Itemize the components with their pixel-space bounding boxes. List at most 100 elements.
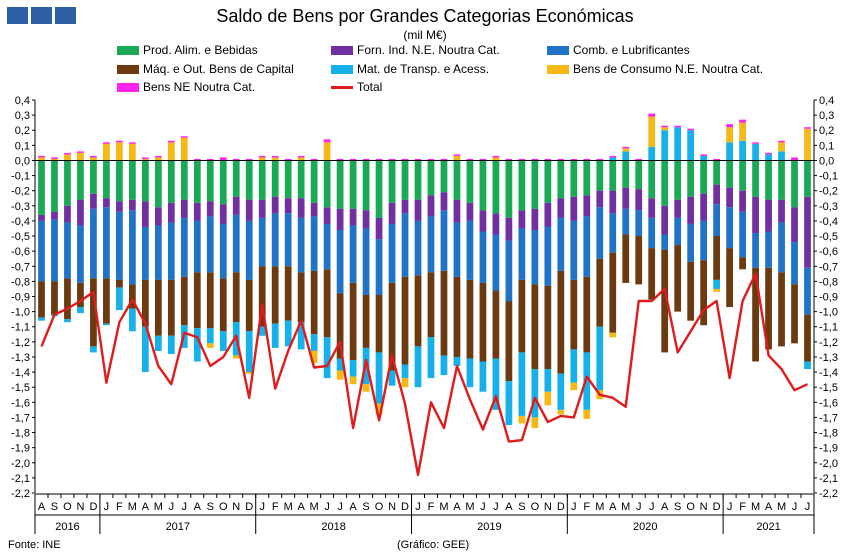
- y-tick-label-right: -0,4: [819, 216, 838, 228]
- bar-segment-3: [583, 276, 591, 353]
- bar-segment-6: [739, 119, 746, 123]
- bar-segment-4: [648, 146, 656, 161]
- legend-label: Mat. de Transp. e Acess.: [357, 62, 490, 76]
- y-tick-label-right: -1,5: [819, 382, 838, 394]
- bar-segment-4: [323, 337, 331, 379]
- x-tick-label: J: [104, 501, 110, 513]
- bar-segment-4: [206, 328, 214, 344]
- bar-segment-5: [180, 137, 188, 161]
- bar-segment-3: [232, 272, 240, 323]
- y-tick-label-right: -1,1: [819, 322, 838, 334]
- bar-segment-6: [64, 152, 71, 155]
- bar-segment-1: [128, 199, 136, 211]
- year-label: 2018: [321, 521, 345, 533]
- bar-segment-2: [271, 213, 279, 267]
- bar-segment-4: [622, 151, 630, 161]
- bar-segment-5: [544, 391, 552, 406]
- bar-segment-2: [336, 229, 344, 294]
- bar-segment-3: [297, 272, 305, 323]
- bar-segment-0: [103, 160, 110, 199]
- y-tick-label-right: -0,3: [819, 201, 838, 213]
- x-tick-label: O: [531, 501, 540, 513]
- x-tick-label: A: [194, 501, 202, 513]
- bar-segment-5: [739, 122, 746, 141]
- bar-segment-6: [38, 155, 45, 158]
- bar-segment-2: [674, 217, 682, 246]
- bar-segment-1: [103, 198, 110, 208]
- bar-segment-2: [51, 219, 58, 282]
- y-tick-label-left: -1,6: [11, 397, 30, 409]
- bar-segment-5: [64, 154, 71, 161]
- x-tick-label: S: [207, 501, 214, 513]
- bar-segment-3: [64, 278, 71, 320]
- x-tick-label: O: [375, 501, 384, 513]
- bar-segment-0: [245, 160, 253, 200]
- bar-segment-2: [414, 220, 422, 276]
- bar-segment-0: [77, 160, 84, 200]
- x-tick-label: O: [686, 501, 695, 513]
- bar-segment-2: [310, 216, 318, 271]
- bar-segment-3: [674, 245, 682, 312]
- x-tick-label: N: [76, 501, 84, 513]
- bar-segment-0: [557, 160, 565, 199]
- bar-segment-3: [804, 314, 811, 362]
- x-tick-label: J: [493, 501, 499, 513]
- bar-segment-1: [180, 199, 188, 218]
- x-tick-label: F: [739, 501, 746, 513]
- x-tick-label: M: [284, 501, 293, 513]
- bar-segment-0: [51, 160, 58, 212]
- bar-segment-3: [570, 279, 578, 350]
- bar-segment-1: [596, 190, 604, 208]
- bar-segment-1: [245, 199, 253, 221]
- bar-segment-6: [271, 155, 279, 158]
- bar-segment-0: [388, 160, 396, 203]
- x-tick-label: M: [751, 501, 760, 513]
- bar-segment-0: [375, 160, 383, 218]
- bar-segment-6: [401, 158, 409, 161]
- bar-segment-3: [336, 293, 344, 359]
- x-tick-label: J: [169, 501, 175, 513]
- bar-segment-5: [622, 148, 630, 152]
- bar-segment-0: [232, 160, 240, 197]
- bar-segment-0: [362, 160, 370, 211]
- bar-segment-4: [479, 361, 487, 392]
- x-tick-label: D: [557, 501, 565, 513]
- bar-segment-0: [128, 160, 136, 200]
- legend-swatch: [547, 46, 569, 56]
- bar-segment-3: [271, 266, 279, 324]
- bar-segment-1: [479, 210, 487, 232]
- bar-segment-4: [700, 155, 708, 161]
- bar-segment-6: [440, 158, 448, 161]
- x-tick-label: J: [259, 501, 265, 513]
- bar-segment-6: [622, 146, 630, 149]
- bar-segment-2: [77, 225, 84, 283]
- bar-segment-2: [427, 216, 435, 273]
- bar-segment-3: [38, 281, 45, 318]
- y-tick-label-left: -2,0: [11, 458, 30, 470]
- y-tick-label-right: -1,2: [819, 337, 838, 349]
- bar-segment-0: [648, 160, 656, 199]
- bar-segment-5: [362, 384, 370, 392]
- bar-segment-3: [453, 276, 461, 357]
- bar-segment-1: [297, 198, 305, 218]
- bar-segment-3: [310, 270, 318, 335]
- y-tick-label-left: -2,1: [11, 473, 30, 485]
- bar-segment-2: [570, 220, 578, 280]
- bar-segment-1: [700, 193, 708, 221]
- y-tick-label-right: -1,7: [819, 412, 838, 424]
- bar-segment-1: [362, 210, 370, 229]
- bar-segment-3: [713, 236, 721, 280]
- bar-segment-1: [310, 202, 318, 217]
- x-tick-label: D: [245, 501, 253, 513]
- bar-segment-2: [154, 225, 162, 280]
- bar-segment-6: [427, 158, 435, 161]
- bar-segment-1: [336, 208, 344, 230]
- bar-segment-6: [778, 140, 785, 143]
- footer-credit: (Gráfico: GEE): [397, 539, 470, 551]
- y-tick-label-left: -0,7: [11, 261, 30, 273]
- bar-segment-4: [440, 355, 448, 376]
- bar-segment-1: [206, 201, 214, 217]
- x-tick-label: N: [388, 501, 396, 513]
- bar-segment-3: [479, 282, 487, 362]
